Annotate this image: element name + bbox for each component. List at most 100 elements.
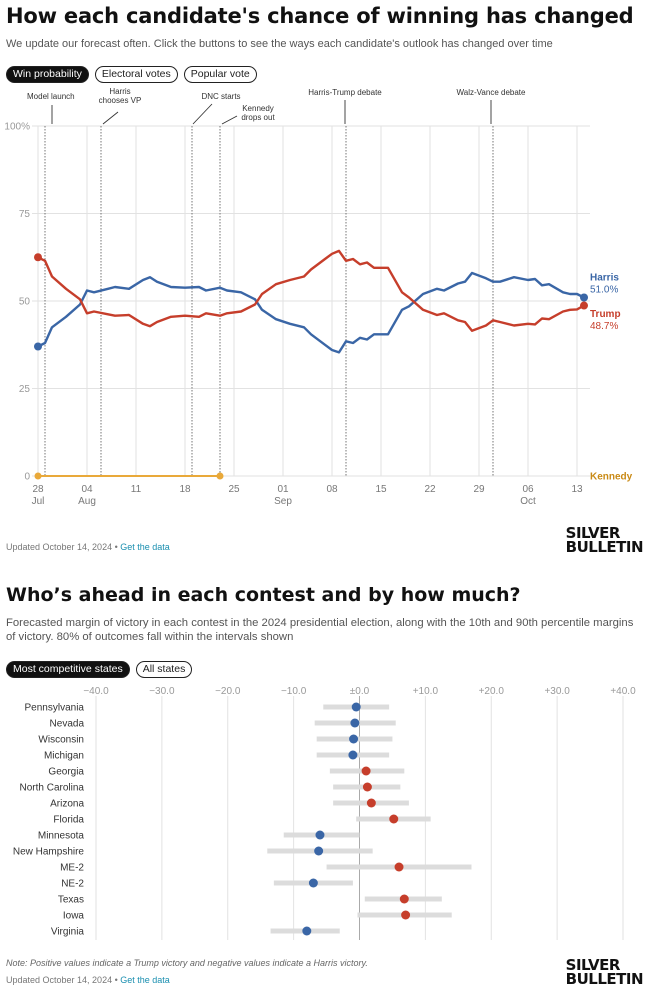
brand-line-2: BULLETIN [565,970,644,988]
get-data-link[interactable]: Get the data [120,542,170,552]
x-tick-label: 08 [326,484,338,495]
state-label: New Hampshire [13,847,85,858]
brand-line-1: SILVER [565,524,621,542]
x-tick-month: Jul [32,496,45,507]
state-label: Wisconsin [38,735,84,746]
x-tick-label: +20.0 [479,686,505,697]
x-tick-label: +40.0 [610,686,636,697]
updated-text: Updated October 14, 2024 [6,975,113,985]
margin-dot [389,814,399,824]
margin-dot-chart: −40.0 −30.0 −20.0 −10.0 ±0.0 +10.0 +20.0 +30.0 +… [13,686,636,940]
harris-value: 51.0% [590,285,618,296]
margin-dot [349,734,359,744]
margin-dot [366,798,376,808]
x-tick-label: −10.0 [281,686,307,697]
harris-end-dot [580,293,588,302]
x-tick-label: 22 [424,484,436,495]
x-tick-label: 15 [375,484,387,495]
x-tick-label: 29 [473,484,485,495]
kennedy-end-dot [216,472,224,480]
page-title: How each candidate's chance of winning h… [6,4,634,28]
updated-note-1: Updated October 14, 2024 • Get the data [6,542,170,552]
state-label: Arizona [50,799,84,810]
x-tick-month: Sep [274,496,292,507]
state-label: Florida [53,815,84,826]
x-tick-month: Aug [78,496,96,507]
updated-text: Updated October 14, 2024 [6,542,113,552]
x-tick-label: +10.0 [413,686,439,697]
state-label: North Carolina [20,783,85,794]
margin-dot [348,750,358,760]
chart-subtitle: We update our forecast often. Click the … [6,38,553,50]
margin-dot [315,830,325,840]
trump-value: 48.7% [590,321,618,332]
state-label: Nevada [50,719,85,730]
event-label: Harris-Trump debate [308,88,382,97]
event-label: Model launch [27,92,75,101]
state-label: Virginia [51,927,85,938]
x-tick-label: −20.0 [215,686,241,697]
event-label: drops out [241,113,275,122]
event-label: Harris [109,87,130,96]
harris-start-dot [34,342,42,351]
x-tick-label: +30.0 [544,686,570,697]
harris-line [37,271,585,354]
state-label: ME-2 [60,863,84,874]
footnote: Note: Positive values indicate a Trump v… [6,958,368,968]
y-tick-label: 100% [4,122,30,133]
x-tick-label: 06 [522,484,534,495]
y-tick-label: 0 [24,472,30,483]
tab-all-states[interactable]: All states [135,661,193,678]
margin-dot [401,910,411,920]
section-subtitle: Forecasted margin of victory in each con… [6,617,634,643]
margin-dot [362,782,372,792]
x-tick-month: Oct [520,496,536,507]
event-leader-line [102,111,119,125]
kennedy-start-dot [34,472,42,480]
margin-dot [351,702,361,712]
state-label: Michigan [44,751,84,762]
x-tick-label: 04 [81,484,93,495]
tab-popular-vote[interactable]: Popular vote [183,66,257,83]
updated-note-2: Updated October 14, 2024 • Get the data [6,975,170,985]
get-data-link[interactable]: Get the data [120,975,170,985]
y-tick-label: 75 [19,209,31,220]
tab-electoral-votes[interactable]: Electoral votes [94,66,178,83]
state-label: Georgia [48,767,84,778]
x-tick-label: 13 [571,484,583,495]
state-label: Texas [58,895,84,906]
x-tick-label: −30.0 [149,686,175,697]
x-tick-label: 28 [32,484,44,495]
x-tick-label: 25 [228,484,240,495]
y-tick-label: 25 [19,384,31,395]
x-tick-label: 11 [131,484,142,495]
margin-dot [308,878,318,888]
x-tick-label: 18 [179,484,191,495]
trump-line [37,249,585,333]
event-leader-line [192,103,213,125]
state-label: Iowa [63,911,85,922]
y-tick-label: 50 [19,297,31,308]
tab-win-probability[interactable]: Win probability [6,66,89,83]
harris-label: Harris [590,273,619,284]
event-label: Kennedy [242,104,274,113]
brand-line-2: BULLETIN [565,538,644,556]
section-title: Who’s ahead in each contest and by how m… [6,584,521,606]
x-tick-label: −40.0 [83,686,109,697]
margin-dot [350,718,360,728]
margin-dot [302,926,312,936]
event-label: Walz-Vance debate [457,88,526,97]
separator: • [112,542,121,552]
tab-competitive-states[interactable]: Most competitive states [6,661,130,678]
brand-logo[interactable]: SILVER BULLETIN [565,958,644,988]
metric-tabs: Win probability Electoral votes Popular … [6,66,257,83]
x-tick-label: ±0.0 [350,686,370,697]
trump-start-dot [34,253,42,262]
margin-dot [361,766,371,776]
state-label: NE-2 [61,879,84,890]
state-label: Pennsylvania [25,703,85,714]
brand-logo[interactable]: SILVER BULLETIN [565,524,644,556]
event-label: DNC starts [201,92,240,101]
x-tick-label: 01 [277,484,289,495]
